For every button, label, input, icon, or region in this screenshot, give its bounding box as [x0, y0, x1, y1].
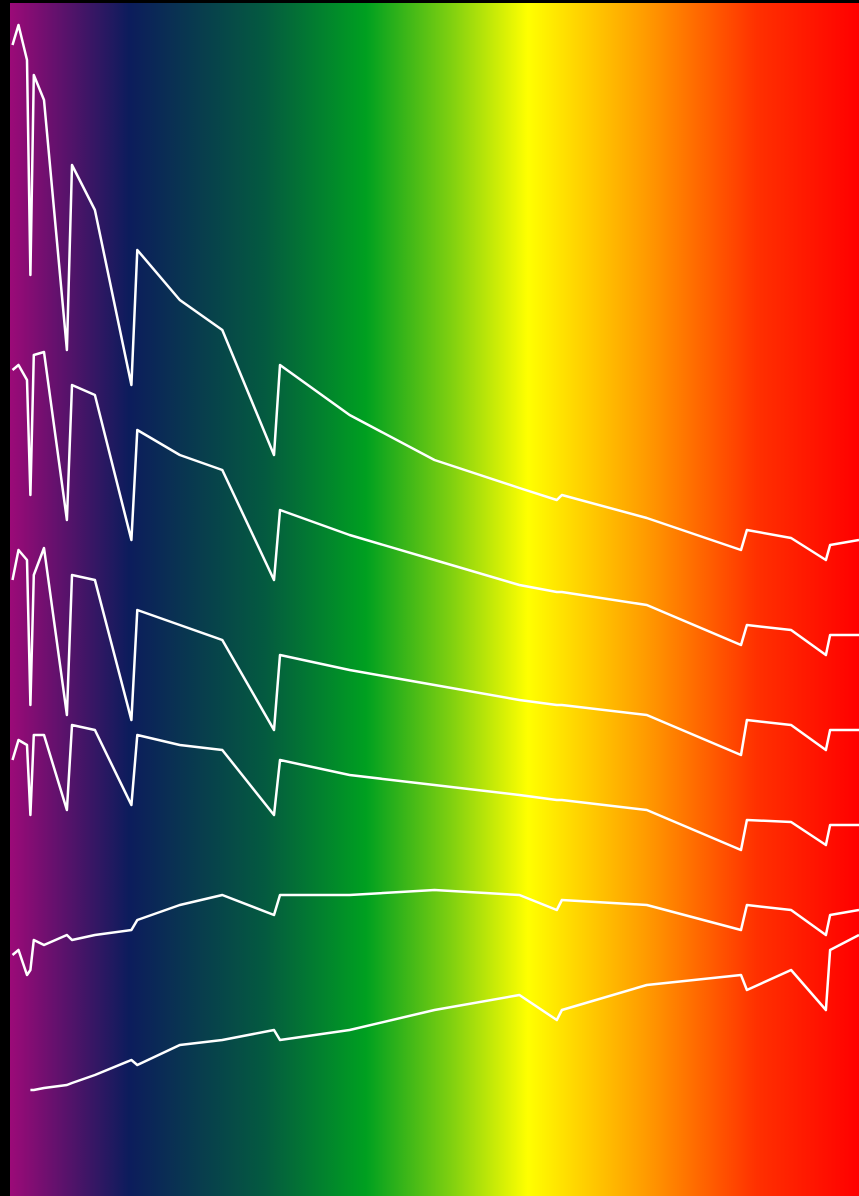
chart	[0, 0, 859, 1196]
spectrum-background	[10, 3, 859, 1196]
